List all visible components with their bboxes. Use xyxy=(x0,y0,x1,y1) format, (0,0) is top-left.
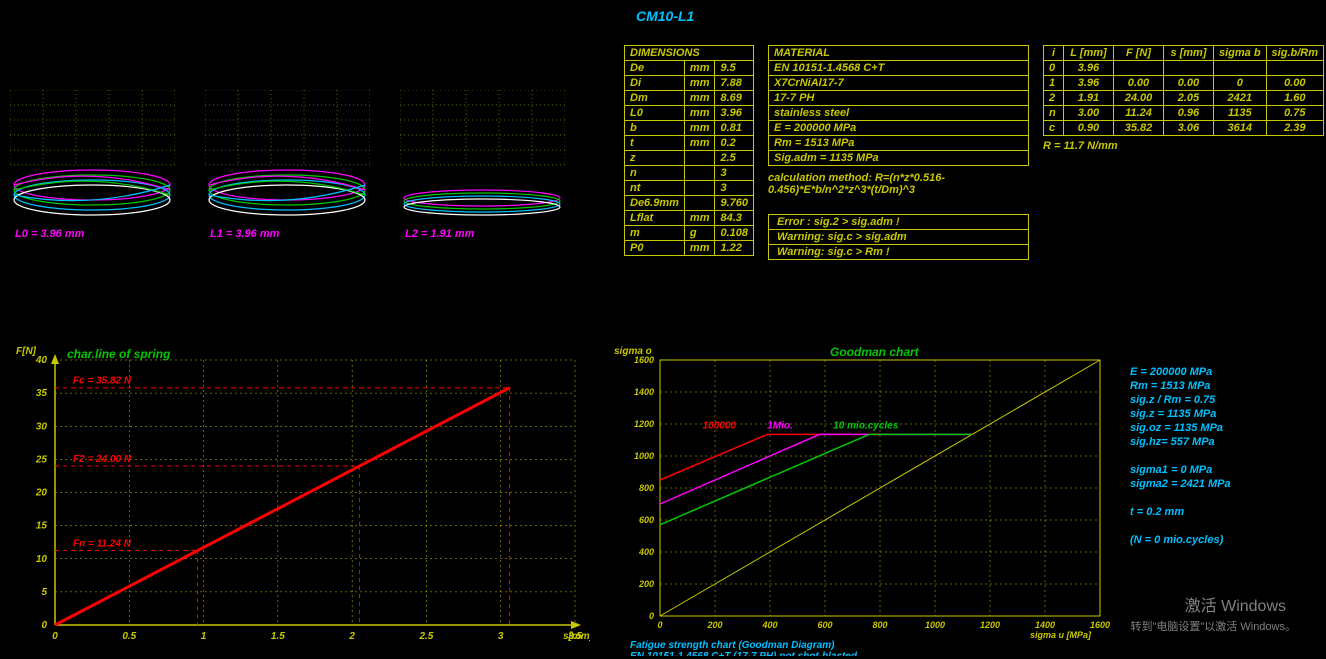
windows-watermark-1: 激活 Windows xyxy=(1185,592,1286,616)
spring-label-1: L1 = 3.96 mm xyxy=(210,228,279,240)
svg-text:s[mm]: s[mm] xyxy=(563,631,590,642)
svg-text:200: 200 xyxy=(638,579,654,589)
svg-text:0: 0 xyxy=(657,620,662,630)
svg-text:char.line of spring: char.line of spring xyxy=(67,347,171,361)
drawing-title: CM10-L1 xyxy=(636,8,694,24)
states-table: iL [mm]F [N]s [mm]sigma bsig.b/Rm03.9613… xyxy=(1043,45,1324,136)
svg-text:100000: 100000 xyxy=(703,420,737,431)
svg-text:1400: 1400 xyxy=(634,387,654,397)
data-tables: DIMENSIONSDemm9.5Dimm7.88Dmmm8.69L0mm3.9… xyxy=(624,45,1324,260)
svg-text:Fn = 11.24 N: Fn = 11.24 N xyxy=(73,539,132,550)
material-table: MATERIALEN 10151-1.4568 C+TX7CrNiAl17-71… xyxy=(768,45,1029,166)
svg-text:sigma o: sigma o xyxy=(614,346,652,357)
svg-text:1.5: 1.5 xyxy=(271,631,285,642)
spring-label-0: L0 = 3.96 mm xyxy=(15,228,84,240)
spring-svg-2 xyxy=(400,90,565,220)
windows-watermark-2: 转到"电脑设置"以激活 Windows。 xyxy=(1131,618,1297,634)
char-line-svg: 00.511.522.533.50510152025303540Fn = 11.… xyxy=(10,340,590,650)
spring-view-1: L1 = 3.96 mm xyxy=(205,90,370,220)
svg-text:600: 600 xyxy=(817,620,832,630)
svg-text:15: 15 xyxy=(36,521,48,532)
svg-text:sigma u [MPa]: sigma u [MPa] xyxy=(1030,630,1092,640)
spring-views: L0 = 3.96 mm L1 = 3.96 mm xyxy=(10,90,570,270)
svg-text:Fatigue strength chart (Goodma: Fatigue strength chart (Goodman Diagram) xyxy=(630,640,835,651)
svg-text:1200: 1200 xyxy=(634,419,654,429)
svg-text:800: 800 xyxy=(872,620,887,630)
spring-view-0: L0 = 3.96 mm xyxy=(10,90,175,220)
svg-text:10 mio.cycles: 10 mio.cycles xyxy=(833,420,898,431)
error-table: Error : sig.2 > sig.adm !Warning: sig.c … xyxy=(768,214,1029,260)
svg-text:20: 20 xyxy=(35,488,48,499)
goodman-side-text: E = 200000 MPaRm = 1513 MPasig.z / Rm = … xyxy=(1130,365,1231,547)
svg-text:35: 35 xyxy=(36,388,48,399)
svg-text:1: 1 xyxy=(201,631,207,642)
svg-text:1000: 1000 xyxy=(634,451,654,461)
spring-svg-0 xyxy=(10,90,175,220)
svg-text:3: 3 xyxy=(498,631,504,642)
svg-text:0: 0 xyxy=(52,631,58,642)
svg-text:40: 40 xyxy=(35,355,48,366)
svg-text:1600: 1600 xyxy=(1090,620,1110,630)
char-line-chart: 00.511.522.533.50510152025303540Fn = 11.… xyxy=(10,340,590,650)
svg-text:0.5: 0.5 xyxy=(122,631,136,642)
svg-text:1400: 1400 xyxy=(1035,620,1055,630)
spring-view-2: L2 = 1.91 mm xyxy=(400,90,565,220)
svg-text:25: 25 xyxy=(35,454,48,465)
R-value: R = 11.7 N/mm xyxy=(1043,140,1324,152)
svg-text:F2 = 24.00 N: F2 = 24.00 N xyxy=(73,454,132,465)
svg-text:1200: 1200 xyxy=(980,620,1000,630)
svg-text:1000: 1000 xyxy=(925,620,945,630)
svg-text:30: 30 xyxy=(36,421,48,432)
svg-text:200: 200 xyxy=(706,620,722,630)
svg-text:400: 400 xyxy=(638,547,654,557)
svg-text:2: 2 xyxy=(348,631,355,642)
svg-text:10: 10 xyxy=(36,554,48,565)
svg-text:2.5: 2.5 xyxy=(418,631,433,642)
spring-svg-1 xyxy=(205,90,370,220)
svg-text:Goodman chart: Goodman chart xyxy=(830,345,920,359)
dimensions-table: DIMENSIONSDemm9.5Dimm7.88Dmmm8.69L0mm3.9… xyxy=(624,45,754,256)
svg-text:5: 5 xyxy=(41,587,47,598)
svg-text:Fc = 35.82 N: Fc = 35.82 N xyxy=(73,376,132,387)
svg-text:0: 0 xyxy=(41,620,47,631)
svg-text:EN 10151-1.4568 C+T (17-7 PH): EN 10151-1.4568 C+T (17-7 PH) not shot-b… xyxy=(630,651,858,656)
spring-label-2: L2 = 1.91 mm xyxy=(405,228,474,240)
goodman-chart: 0 200 400 600 800 1000 1200 1400 1600 0 200 400 600 8… xyxy=(610,340,1110,656)
svg-text:400: 400 xyxy=(761,620,777,630)
svg-text:F[N]: F[N] xyxy=(16,346,37,357)
svg-text:800: 800 xyxy=(639,483,654,493)
svg-text:1Mio.: 1Mio. xyxy=(767,420,793,431)
svg-text:0: 0 xyxy=(649,611,654,621)
calc-formula: calculation method: R=(n*z*0.516-0.456)*… xyxy=(768,172,1029,196)
goodman-svg: 0 200 400 600 800 1000 1200 1400 1600 0 200 400 600 8… xyxy=(610,340,1110,656)
svg-text:600: 600 xyxy=(639,515,654,525)
